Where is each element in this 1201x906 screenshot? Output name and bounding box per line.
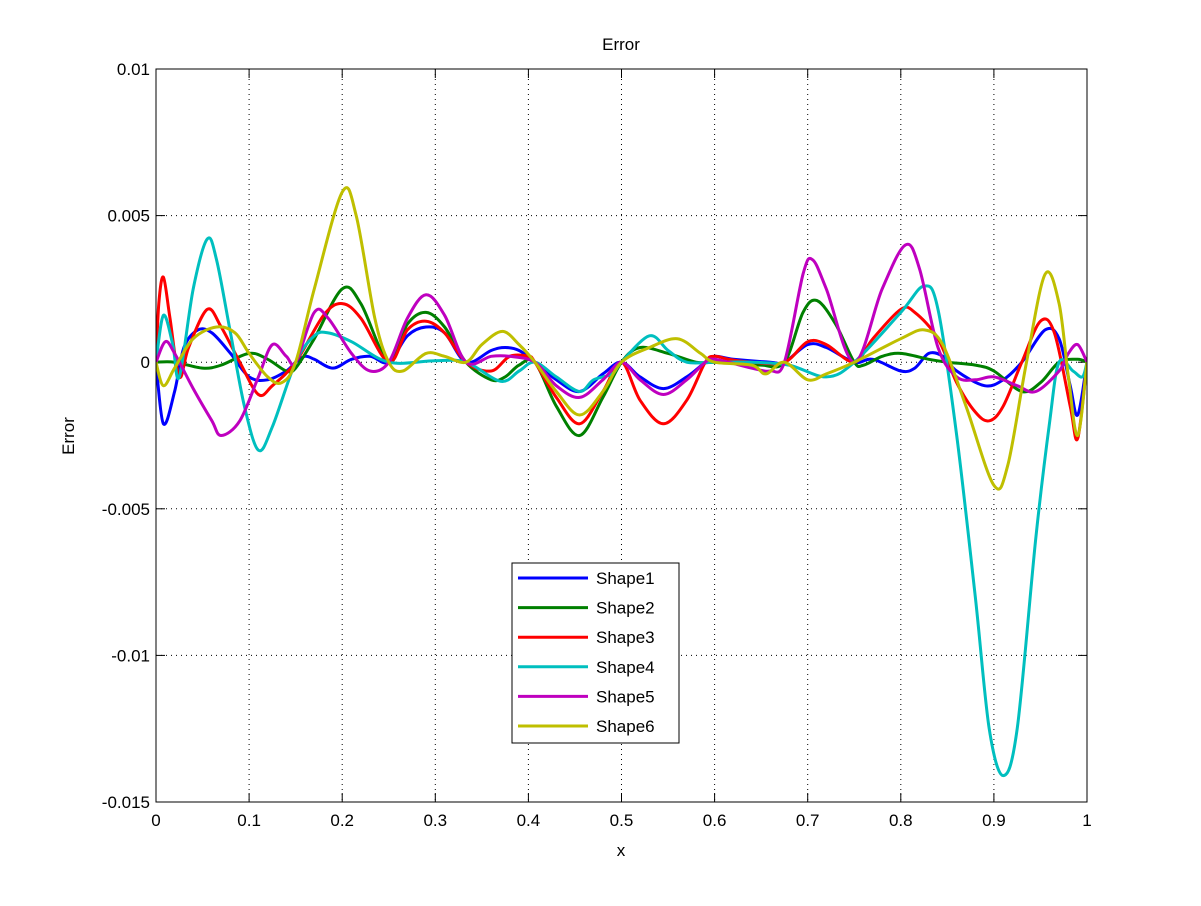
chart-title: Error: [602, 35, 640, 54]
x-tick-label: 0.1: [237, 811, 261, 830]
x-axis-label: x: [617, 841, 626, 860]
legend-label: Shape6: [596, 717, 655, 736]
legend: Shape1 Shape2 Shape3 Shape4 Shape5 Shape6: [511, 562, 680, 744]
y-tick-label: -0.01: [111, 646, 150, 665]
x-tick-label: 1: [1082, 811, 1091, 830]
axis-ticks: 0 0.1 0.2 0.3 0.4 0.5 0.6 0.7 0.8 0.9 10.010.0050-…: [102, 60, 1092, 830]
x-tick-label: 0.4: [517, 811, 541, 830]
legend-box: [511, 562, 680, 744]
x-tick-label: 0.8: [889, 811, 913, 830]
series-lines: [156, 186, 1087, 778]
legend-label: Shape2: [596, 599, 655, 618]
x-tick-label: 0.9: [982, 811, 1006, 830]
legend-label: Shape5: [596, 687, 655, 706]
x-tick-label: 0: [151, 811, 160, 830]
x-tick-label: 0.3: [423, 811, 447, 830]
x-tick-label: 0.6: [703, 811, 727, 830]
y-axis-label: Error: [59, 417, 78, 455]
series-line-shape6: [156, 186, 1087, 491]
x-tick-label: 0.7: [796, 811, 820, 830]
plot-area-frame: [155, 68, 1088, 803]
y-tick-label: -0.015: [102, 793, 150, 812]
x-tick-label: 0.5: [610, 811, 634, 830]
y-tick-label: -0.005: [102, 500, 150, 519]
y-tick-label: 0: [141, 353, 150, 372]
legend-label: Shape3: [596, 628, 655, 647]
legend-label: Shape1: [596, 569, 655, 588]
y-tick-label: 0.01: [117, 60, 150, 79]
legend-label: Shape4: [596, 658, 655, 677]
y-tick-label: 0.005: [107, 207, 150, 226]
x-tick-label: 0.2: [330, 811, 354, 830]
